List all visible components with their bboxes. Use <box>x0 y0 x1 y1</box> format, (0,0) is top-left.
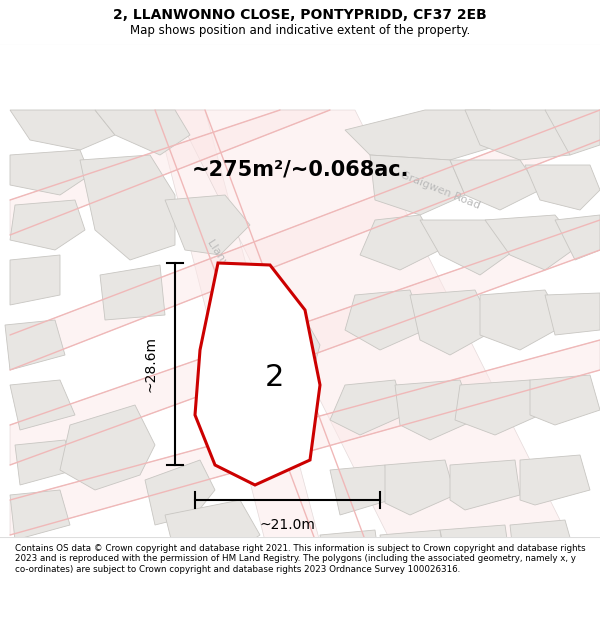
Polygon shape <box>165 195 250 255</box>
Polygon shape <box>520 455 590 505</box>
Polygon shape <box>5 320 65 370</box>
Polygon shape <box>525 165 600 210</box>
Text: 2, LLANWONNO CLOSE, PONTYPRIDD, CF37 2EB: 2, LLANWONNO CLOSE, PONTYPRIDD, CF37 2EB <box>113 8 487 22</box>
Polygon shape <box>395 380 475 440</box>
Polygon shape <box>345 290 425 350</box>
Polygon shape <box>100 265 165 320</box>
Polygon shape <box>450 160 540 210</box>
Polygon shape <box>455 380 540 435</box>
Polygon shape <box>145 460 215 525</box>
Text: Contains OS data © Crown copyright and database right 2021. This information is : Contains OS data © Crown copyright and d… <box>15 544 586 574</box>
Polygon shape <box>10 490 70 540</box>
Text: 2: 2 <box>265 363 284 392</box>
Polygon shape <box>155 110 330 580</box>
Polygon shape <box>320 530 380 580</box>
Polygon shape <box>420 220 515 275</box>
Polygon shape <box>10 110 330 235</box>
Polygon shape <box>440 525 510 575</box>
Polygon shape <box>385 460 455 515</box>
Text: ~275m²/~0.068ac.: ~275m²/~0.068ac. <box>191 160 409 180</box>
Polygon shape <box>485 215 580 270</box>
Polygon shape <box>10 110 600 370</box>
Polygon shape <box>10 110 115 150</box>
Polygon shape <box>330 465 390 515</box>
Polygon shape <box>555 215 600 260</box>
Polygon shape <box>530 375 600 425</box>
Text: Map shows position and indicative extent of the property.: Map shows position and indicative extent… <box>130 24 470 37</box>
Polygon shape <box>10 380 75 430</box>
Polygon shape <box>10 220 600 465</box>
Polygon shape <box>80 155 175 260</box>
Polygon shape <box>465 110 580 160</box>
Polygon shape <box>345 110 500 160</box>
Polygon shape <box>15 440 75 485</box>
Text: ~28.6m: ~28.6m <box>143 336 157 392</box>
Polygon shape <box>10 340 600 535</box>
Polygon shape <box>510 520 575 570</box>
Polygon shape <box>360 215 440 270</box>
Polygon shape <box>175 110 590 580</box>
Polygon shape <box>545 293 600 335</box>
Polygon shape <box>165 500 260 555</box>
Polygon shape <box>380 530 445 580</box>
Polygon shape <box>195 263 320 485</box>
Polygon shape <box>225 310 320 415</box>
Polygon shape <box>60 405 155 490</box>
Polygon shape <box>545 110 600 155</box>
Polygon shape <box>410 290 495 355</box>
Polygon shape <box>330 380 405 435</box>
Text: Graigwen Road: Graigwen Road <box>399 169 481 211</box>
Text: Llanwonno Close: Llanwonno Close <box>205 238 265 322</box>
Polygon shape <box>95 110 190 155</box>
Polygon shape <box>10 200 85 250</box>
Text: ~21.0m: ~21.0m <box>260 518 316 532</box>
Polygon shape <box>10 150 90 195</box>
Polygon shape <box>370 155 465 215</box>
Polygon shape <box>10 255 60 305</box>
Polygon shape <box>450 460 520 510</box>
Polygon shape <box>480 290 565 350</box>
